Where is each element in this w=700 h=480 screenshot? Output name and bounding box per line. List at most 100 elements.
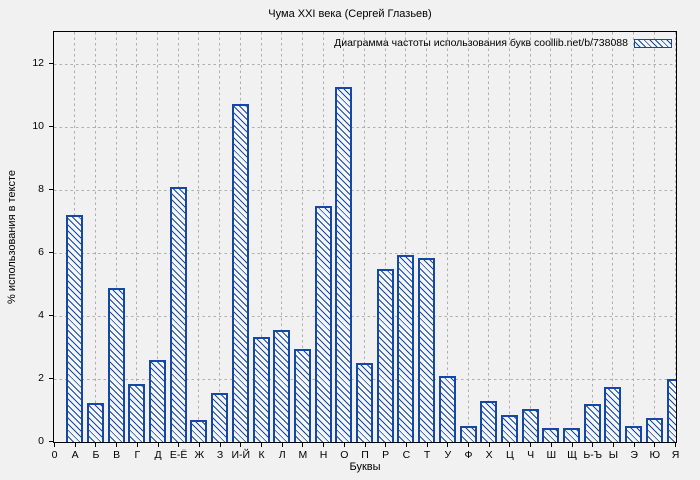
y-tick-mark [48,441,53,442]
x-tick-label: Д [154,449,162,461]
gridline-vertical [446,32,448,442]
bar-О [335,86,353,442]
gridline-horizontal [54,315,676,317]
legend-label: Диаграмма частоты использования букв coo… [334,37,628,49]
x-tick-mark [488,443,490,447]
x-tick-label: Ч [527,449,535,461]
x-tick-label: О [340,449,349,461]
y-tick-label: 4 [38,309,44,322]
y-tick-mark [48,189,53,191]
x-tick-label: Е-Ё [169,449,188,461]
x-tick-mark [116,443,118,447]
gridline-vertical [467,32,469,442]
bar-Д [149,360,166,442]
y-tick-label: 2 [38,372,44,385]
x-tick-mark [530,443,532,447]
bar-У [438,375,456,442]
x-tick-mark [219,443,221,447]
x-tick-label: Н [319,449,328,461]
x-tick-label: Ф [464,449,473,461]
x-tick-label: 0 [51,449,58,461]
x-tick-mark [385,443,387,447]
x-tick-mark [571,443,573,447]
gridline-vertical [571,32,572,442]
bar-Я [666,379,676,442]
gridline-vertical [612,32,614,442]
bar-Ш [542,427,560,442]
x-axis-label: Буквы [349,461,381,473]
x-tick-mark [509,443,511,447]
x-tick-label: Ж [194,449,205,461]
bar-Б [86,402,104,442]
x-tick-mark [405,443,407,447]
gridline-vertical [198,32,200,442]
x-tick-label: Г [134,449,141,461]
x-tick-mark [261,443,262,447]
gridline-horizontal [54,63,676,65]
gridline-horizontal [54,126,676,128]
x-tick-label: Щ [567,449,577,461]
x-tick-mark [447,443,449,447]
legend: Диаграмма частоты использования букв coo… [334,37,672,49]
gridline-vertical [488,32,490,442]
x-tick-label: Л [278,449,286,461]
x-tick-label: З [216,449,224,461]
bar-Р [376,268,394,442]
gridline-vertical [115,32,117,442]
bar-К [252,336,270,442]
gridline-horizontal [54,252,676,254]
gridline-vertical [550,32,552,442]
x-tick-label: Я [671,449,680,461]
bar-З [211,393,229,442]
x-tick-mark [74,443,76,447]
x-tick-label: Ы [608,449,619,461]
x-tick-mark [54,443,55,447]
x-tick-label: Ю [649,449,661,461]
y-tick-label: 0 [38,435,44,447]
x-tick-label: Т [423,449,431,461]
y-tick-label: 6 [38,246,44,259]
bar-М [293,349,311,442]
y-tick-label: 10 [32,120,44,133]
bar-А [66,215,84,442]
x-tick-mark [592,443,594,447]
gridline-vertical [508,32,510,442]
y-tick-mark [48,252,53,254]
bar-Ы [604,386,622,442]
x-tick-label: Х [485,449,493,461]
bar-Ж [190,419,208,442]
gridline-vertical [281,32,283,442]
bar-В [107,287,125,442]
x-tick-mark [302,443,304,447]
gridline-vertical [219,32,221,442]
gridline-vertical [529,32,531,442]
gridline-vertical [653,32,655,442]
gridline-vertical [426,32,428,442]
bar-Ц [500,415,518,442]
x-tick-mark [343,443,345,447]
x-tick-mark [281,443,283,447]
gridline-vertical [633,32,635,442]
bar-Л [273,330,291,442]
bar-Ч [521,408,539,442]
gridline-vertical [591,32,593,442]
x-tick-mark [633,443,635,447]
x-tick-mark [550,443,552,447]
y-tick-mark [48,315,53,317]
x-tick-label: Р [382,449,390,461]
bar-Ю [645,418,663,442]
bar-Щ [563,427,580,442]
x-tick-label: Ц [506,449,514,461]
x-tick-label: Э [630,449,638,461]
x-tick-mark [178,443,180,447]
gridline-horizontal [54,189,676,191]
bar-П [356,363,373,442]
gridline-vertical [157,32,158,442]
x-tick-mark [468,443,469,447]
bar-Х [480,401,498,442]
x-tick-label: М [298,449,308,461]
x-tick-label: П [361,449,369,461]
gridline-vertical [384,32,386,442]
gridline-vertical [405,32,407,442]
